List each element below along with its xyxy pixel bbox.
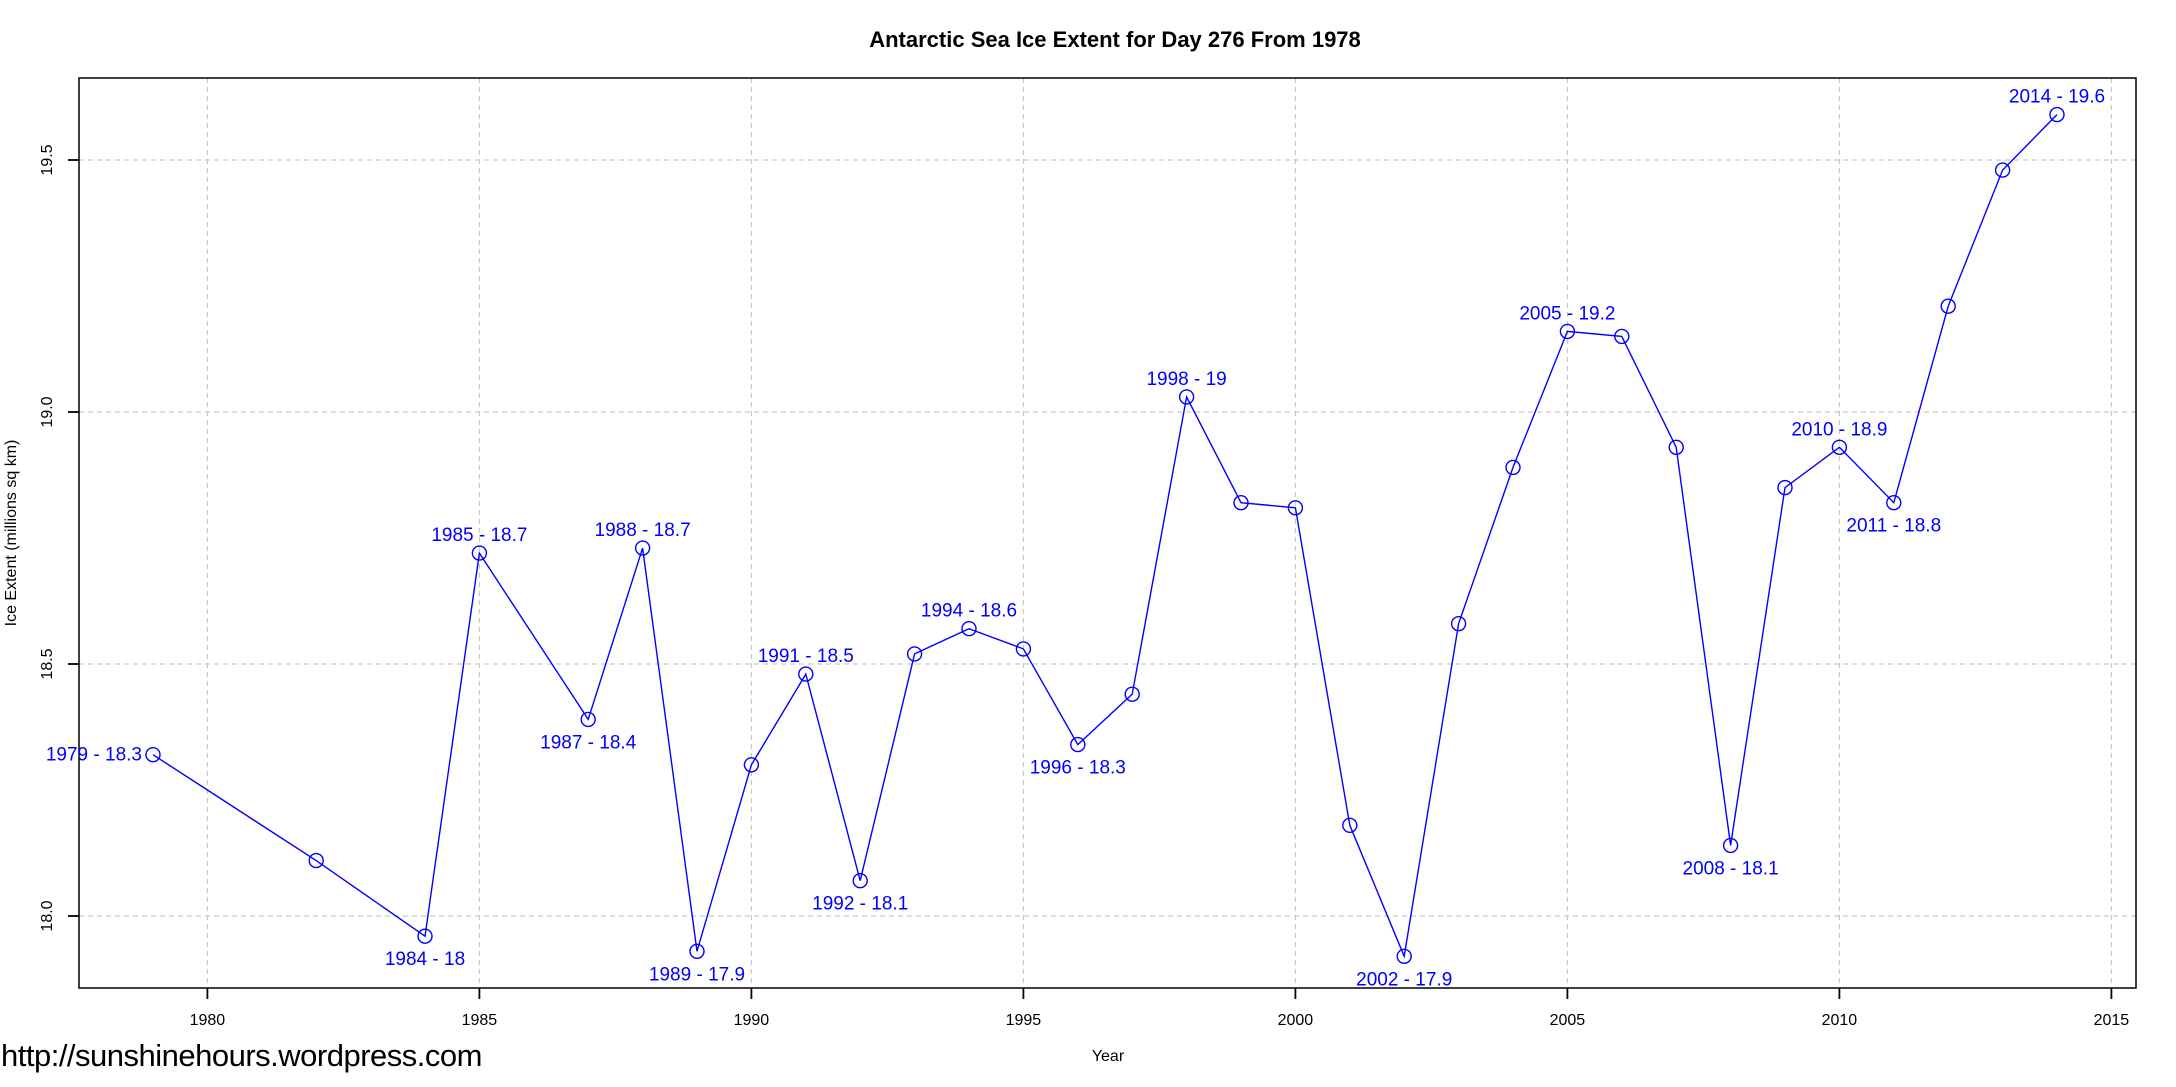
y-tick-label: 19.0 — [39, 396, 56, 427]
x-tick-label: 1990 — [734, 1012, 770, 1029]
plot-border — [78, 77, 2137, 989]
data-point — [1124, 686, 1140, 702]
data-point — [145, 747, 161, 763]
data-point — [417, 928, 433, 944]
data-point — [308, 852, 324, 869]
data-point — [580, 711, 596, 728]
x-tick-label: 1980 — [190, 1012, 226, 1029]
data-point — [1070, 736, 1086, 753]
data-point — [1178, 389, 1195, 405]
data-point-label: 1989 - 17.9 — [649, 964, 745, 985]
series-layer — [145, 106, 2065, 964]
y-tick-label: 18.0 — [39, 900, 56, 931]
data-point — [961, 621, 977, 637]
x-axis-title: Year — [1092, 1048, 1125, 1065]
data-point — [1940, 298, 1956, 314]
data-point — [1450, 616, 1467, 632]
data-point-label: 1988 - 18.7 — [595, 520, 691, 541]
data-point — [1396, 948, 1412, 964]
point-labels-layer: 1979 - 18.3 1984 - 18 1985 - 18.7 1987 - 18… — [46, 87, 2105, 991]
data-point — [1505, 459, 1521, 476]
watermark-url: http://sunshinehours.wordpress.com — [1, 1038, 482, 1073]
data-point — [1777, 479, 1793, 496]
series-line — [152, 114, 2058, 959]
x-tick-label: 2010 — [1822, 1012, 1858, 1029]
x-tick-label: 1985 — [462, 1012, 498, 1029]
gridlines-layer — [79, 78, 2136, 988]
data-point — [1886, 495, 1902, 511]
data-point-label: 2005 - 19.2 — [1519, 303, 1615, 324]
data-point-label: 1996 - 18.3 — [1030, 758, 1126, 779]
data-point — [1994, 162, 2011, 178]
data-point-label: 2010 - 18.9 — [1791, 419, 1887, 440]
data-point-label: 1987 - 18.4 — [540, 732, 637, 753]
data-point — [743, 757, 760, 773]
data-point — [1342, 817, 1358, 833]
x-tick-label: 2015 — [2094, 1012, 2130, 1029]
data-point-label: 1994 - 18.6 — [921, 601, 1017, 622]
chart-title: Antarctic Sea Ice Extent for Day 276 Fro… — [869, 27, 1361, 52]
data-point — [906, 646, 923, 662]
axes-layer: 1980 1985 1990 1995 2000 2005 2010 2015 18.0 18.5… — [39, 77, 2137, 1029]
data-point — [634, 540, 651, 556]
data-point-label: 2011 - 18.8 — [1846, 516, 1941, 537]
data-point — [1233, 495, 1249, 511]
data-point — [1722, 837, 1739, 854]
data-point-label: 2014 - 19.6 — [2009, 87, 2105, 108]
data-point — [798, 666, 814, 682]
data-point — [1614, 328, 1630, 345]
data-point-label: 1979 - 18.3 — [46, 745, 142, 766]
x-tick-label: 2000 — [1278, 1012, 1314, 1029]
data-point-label: 2002 - 17.9 — [1356, 969, 1452, 990]
data-point — [689, 943, 705, 959]
data-point — [1287, 500, 1304, 516]
data-point — [1668, 439, 1684, 455]
y-tick-label: 18.5 — [39, 648, 56, 679]
data-point-label: 1985 - 18.7 — [431, 525, 527, 546]
data-point — [1831, 439, 1848, 455]
data-point — [2049, 106, 2065, 123]
data-point-label: 1984 - 18 — [385, 949, 465, 970]
data-point-label: 1992 - 18.1 — [812, 894, 908, 915]
y-axis-title: Ice Extent (millions sq km) — [3, 440, 20, 627]
x-tick-label: 2005 — [1550, 1012, 1586, 1029]
data-point — [1559, 323, 1576, 340]
data-point-label: 2008 - 18.1 — [1683, 858, 1779, 879]
y-tick-label: 19.5 — [39, 144, 56, 175]
data-point-label: 1991 - 18.5 — [758, 646, 854, 667]
data-point — [1015, 641, 1032, 657]
x-tick-label: 1995 — [1006, 1012, 1042, 1029]
data-point — [852, 873, 868, 889]
data-point — [471, 545, 488, 561]
data-point-label: 1998 - 19 — [1146, 369, 1226, 390]
